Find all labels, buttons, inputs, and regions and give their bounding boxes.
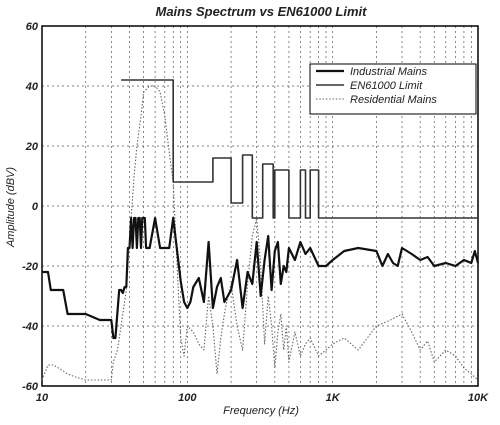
y-tick-label: 40 xyxy=(25,81,39,93)
y-tick-label: 20 xyxy=(25,141,39,153)
series-line-en61000-limit xyxy=(121,79,478,219)
y-tick-label: -40 xyxy=(22,321,39,333)
chart-title: Mains Spectrum vs EN61000 Limit xyxy=(156,4,368,19)
legend-label: Residential Mains xyxy=(350,94,437,106)
x-axis-label: Frequency (Hz) xyxy=(223,405,299,417)
x-tick-label: 1K xyxy=(326,392,341,404)
x-tick-label: 10K xyxy=(468,392,489,404)
series-line-industrial-mains xyxy=(42,216,480,340)
y-tick-label: 60 xyxy=(26,21,39,33)
y-tick-label: -20 xyxy=(22,261,39,273)
y-axis-label: Amplitude (dBV) xyxy=(5,167,17,248)
y-tick-label: 0 xyxy=(32,201,39,213)
x-tick-label: 100 xyxy=(178,392,197,404)
legend-label: EN61000 Limit xyxy=(350,80,423,92)
plot-area-frame xyxy=(41,25,479,387)
legend-box xyxy=(309,63,477,115)
tick-labels: 10 100 1K 10K -60 -40 -20 0 20 40 60 xyxy=(22,21,489,404)
y-tick-label: -60 xyxy=(22,381,39,393)
x-tick-label: 10 xyxy=(36,392,49,404)
series-line-residential-mains xyxy=(41,85,479,381)
legend-label: Industrial Mains xyxy=(350,66,428,78)
series-layer xyxy=(41,79,480,381)
legend: Industrial Mains EN61000 Limit Residential… xyxy=(309,63,477,115)
